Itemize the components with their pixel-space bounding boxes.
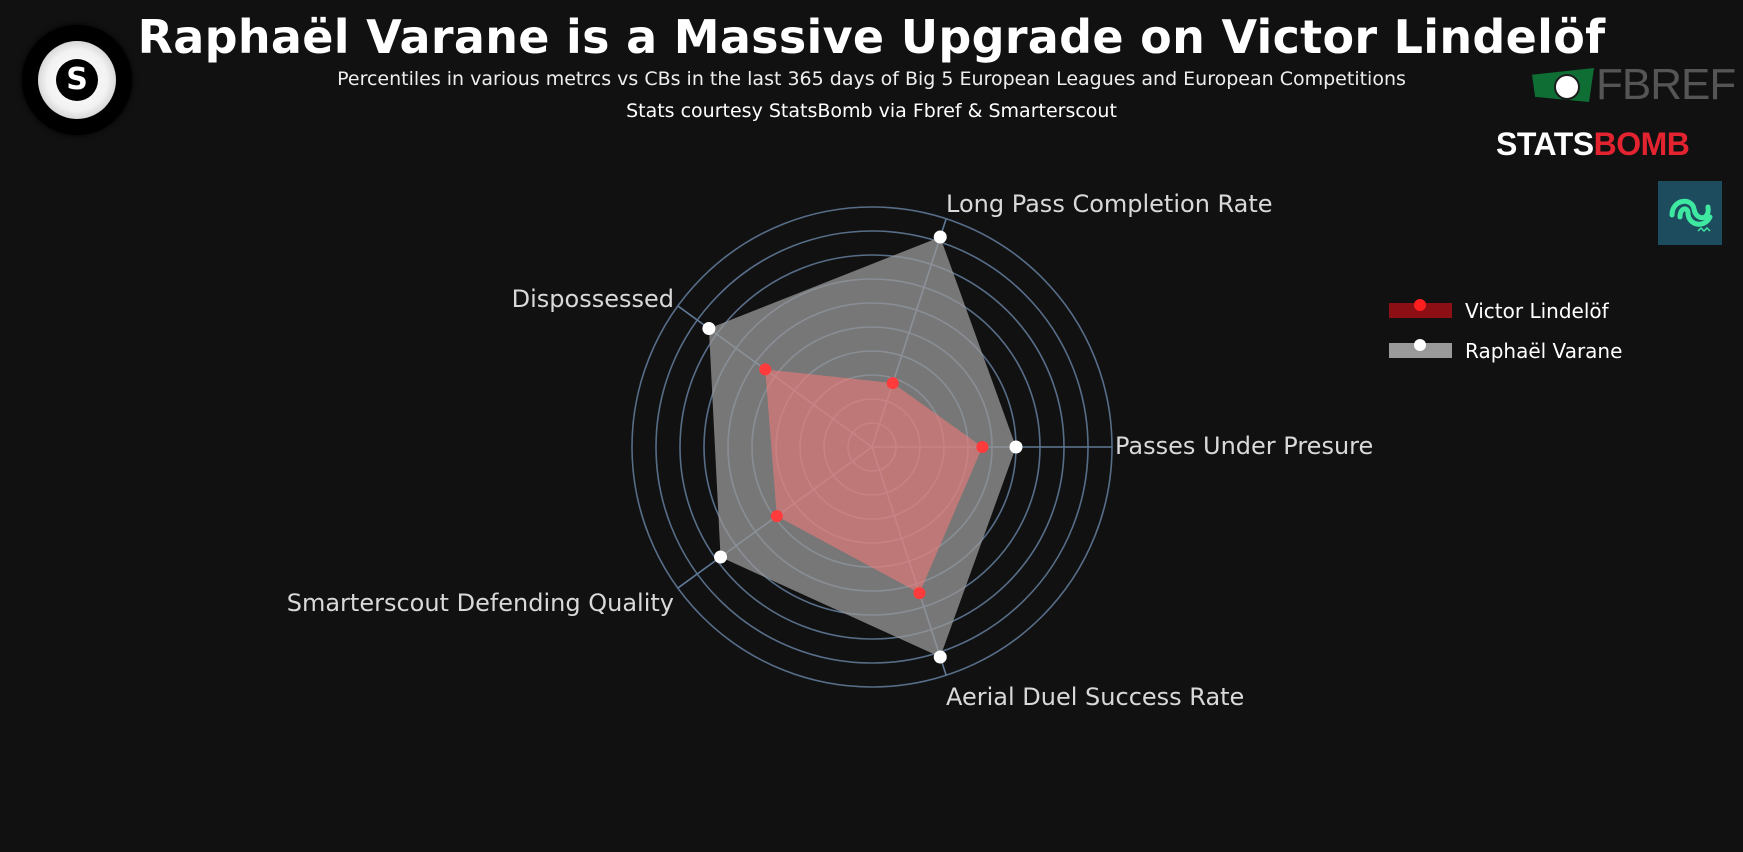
legend-marker-lindelof — [1414, 299, 1426, 311]
point-varane — [933, 230, 947, 244]
chart-subtitle: Percentiles in various metrcs vs CBs in … — [337, 68, 1406, 90]
point-varane — [702, 322, 716, 336]
site-logo-letter: S — [56, 59, 98, 101]
axis-labels: Passes Under Presure Long Pass Completio… — [287, 190, 1374, 711]
point-lindelof — [976, 441, 989, 453]
point-varane — [1009, 440, 1023, 454]
axis-label-passes-under-pressure: Passes Under Presure — [1115, 432, 1373, 460]
statsbomb-logo: STATSBOMB — [1496, 126, 1690, 163]
statsbomb-logo-red: BOMB — [1593, 126, 1690, 162]
chart-title: Raphaël Varane is a Massive Upgrade on V… — [137, 10, 1606, 64]
statsbomb-logo-white: STATS — [1496, 126, 1594, 162]
radar-areas — [708, 237, 1016, 657]
axis-label-aerial-duel: Aerial Duel Success Rate — [946, 683, 1244, 711]
legend-label-varane: Raphaël Varane — [1465, 339, 1622, 363]
area-lindelof — [765, 369, 983, 594]
point-lindelof — [759, 363, 772, 376]
point-lindelof — [886, 377, 899, 390]
axis-label-smarterscout-defending: Smarterscout Defending Quality — [287, 589, 674, 617]
radar-markers — [702, 230, 1023, 664]
point-lindelof — [913, 587, 926, 600]
point-varane — [714, 550, 728, 564]
axis-label-dispossessed: Dispossessed — [512, 285, 674, 313]
legend: Victor Lindelöf Raphaël Varane — [1389, 299, 1622, 363]
legend-label-lindelof: Victor Lindelöf — [1465, 299, 1610, 323]
smarterscout-logo — [1658, 181, 1722, 245]
legend-marker-varane — [1414, 339, 1426, 351]
smarterscout-swirl-icon — [1669, 198, 1713, 233]
point-varane — [933, 650, 947, 664]
fbref-logo-text: FBREF — [1596, 60, 1736, 109]
point-lindelof — [770, 510, 783, 523]
fbref-flag-icon — [1532, 68, 1594, 102]
axis-label-long-pass-completion: Long Pass Completion Rate — [946, 190, 1273, 218]
chart-credits: Stats courtesy StatsBomb via Fbref & Sma… — [626, 100, 1117, 122]
site-logo: S — [22, 25, 132, 135]
fbref-logo: FBREF — [1532, 60, 1736, 109]
